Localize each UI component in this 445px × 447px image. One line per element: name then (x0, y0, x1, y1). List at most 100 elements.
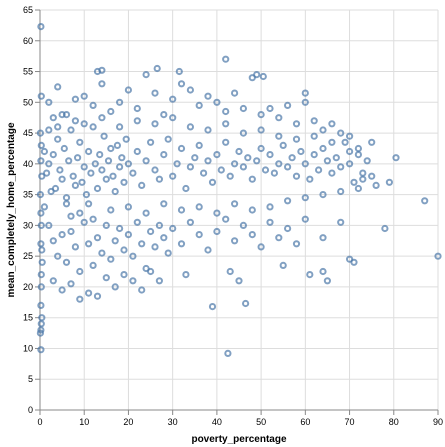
data-point (301, 160, 309, 168)
data-point (85, 147, 93, 156)
data-point (43, 169, 51, 177)
data-point (45, 221, 53, 229)
data-point (208, 178, 217, 186)
data-point (248, 206, 256, 214)
y-axis-title: mean_completely_home_percentage (6, 122, 17, 298)
data-point (37, 221, 45, 229)
data-point (177, 240, 186, 248)
data-point (87, 169, 95, 177)
y-tick-label: 30 (23, 220, 33, 230)
data-point (129, 169, 137, 177)
data-point (107, 255, 115, 263)
data-point (93, 234, 102, 242)
data-point (195, 203, 203, 211)
x-tick-label: 30 (168, 417, 178, 427)
data-point (109, 172, 117, 180)
y-tick-label: 35 (23, 190, 33, 200)
data-point (133, 218, 141, 226)
data-point (213, 151, 221, 159)
y-tick-label: 45 (23, 128, 33, 138)
data-point (266, 203, 274, 211)
data-point (36, 191, 45, 199)
data-point (37, 326, 45, 334)
data-point (195, 101, 203, 110)
data-point (222, 120, 230, 128)
x-tick-label: 80 (389, 417, 399, 427)
data-point (76, 267, 84, 276)
data-point (337, 163, 345, 171)
data-point (292, 120, 301, 128)
data-point (160, 200, 168, 208)
data-point (62, 200, 71, 208)
data-point (315, 166, 323, 174)
data-point (346, 160, 354, 168)
data-point (36, 129, 45, 137)
data-point (93, 184, 102, 193)
data-point (301, 89, 309, 97)
axes: 0 10 20 30 40 50 60 70 80 90 0 5 10 15 20 25 30 35 40 45 50 5… (23, 5, 443, 427)
data-point (38, 258, 46, 266)
data-point (169, 172, 177, 180)
data-point (204, 92, 212, 100)
data-points (36, 23, 442, 357)
data-point (155, 221, 163, 229)
data-point (231, 89, 239, 97)
data-point (104, 157, 113, 165)
y-tick-label: 60 (23, 36, 33, 46)
data-point (116, 123, 124, 131)
data-point (40, 147, 49, 156)
data-point (111, 237, 119, 245)
data-point (133, 117, 141, 125)
data-point (235, 147, 243, 156)
data-point (337, 218, 345, 226)
data-point (67, 126, 75, 134)
data-point (120, 271, 128, 279)
data-point (122, 135, 130, 143)
data-point (200, 169, 208, 177)
data-point (98, 66, 106, 74)
data-point (151, 243, 159, 251)
data-point (266, 104, 274, 113)
x-tick-label: 10 (79, 417, 89, 427)
data-point (368, 172, 376, 180)
data-point (37, 301, 45, 309)
data-point (118, 154, 126, 162)
data-point (266, 218, 274, 226)
data-point (182, 184, 190, 193)
data-point (71, 243, 80, 251)
data-point (368, 138, 376, 146)
data-point (37, 240, 45, 248)
data-point (385, 178, 393, 186)
data-point (38, 246, 46, 254)
data-point (257, 111, 265, 119)
data-point (142, 157, 150, 165)
data-point (288, 154, 296, 162)
data-point (292, 240, 301, 248)
data-point (231, 160, 239, 168)
data-point (151, 166, 159, 174)
data-point (346, 132, 354, 140)
data-point (177, 80, 186, 88)
data-point (96, 151, 104, 159)
data-point (224, 349, 232, 357)
data-point (124, 231, 132, 239)
y-tick-label: 0 (28, 405, 33, 415)
data-point (111, 283, 119, 291)
data-point (58, 175, 66, 183)
data-point (116, 98, 124, 106)
data-point (54, 135, 62, 143)
data-point (107, 144, 115, 153)
data-point (257, 243, 265, 251)
data-point (147, 227, 155, 236)
data-point (204, 157, 212, 165)
data-point (319, 144, 327, 153)
x-tick-label: 0 (37, 417, 42, 427)
data-point (98, 114, 106, 122)
data-point (160, 111, 168, 119)
data-point (213, 227, 221, 236)
data-point (310, 117, 318, 125)
data-point (323, 277, 331, 285)
data-point (89, 101, 97, 110)
data-point (350, 258, 358, 266)
data-point (259, 72, 267, 81)
